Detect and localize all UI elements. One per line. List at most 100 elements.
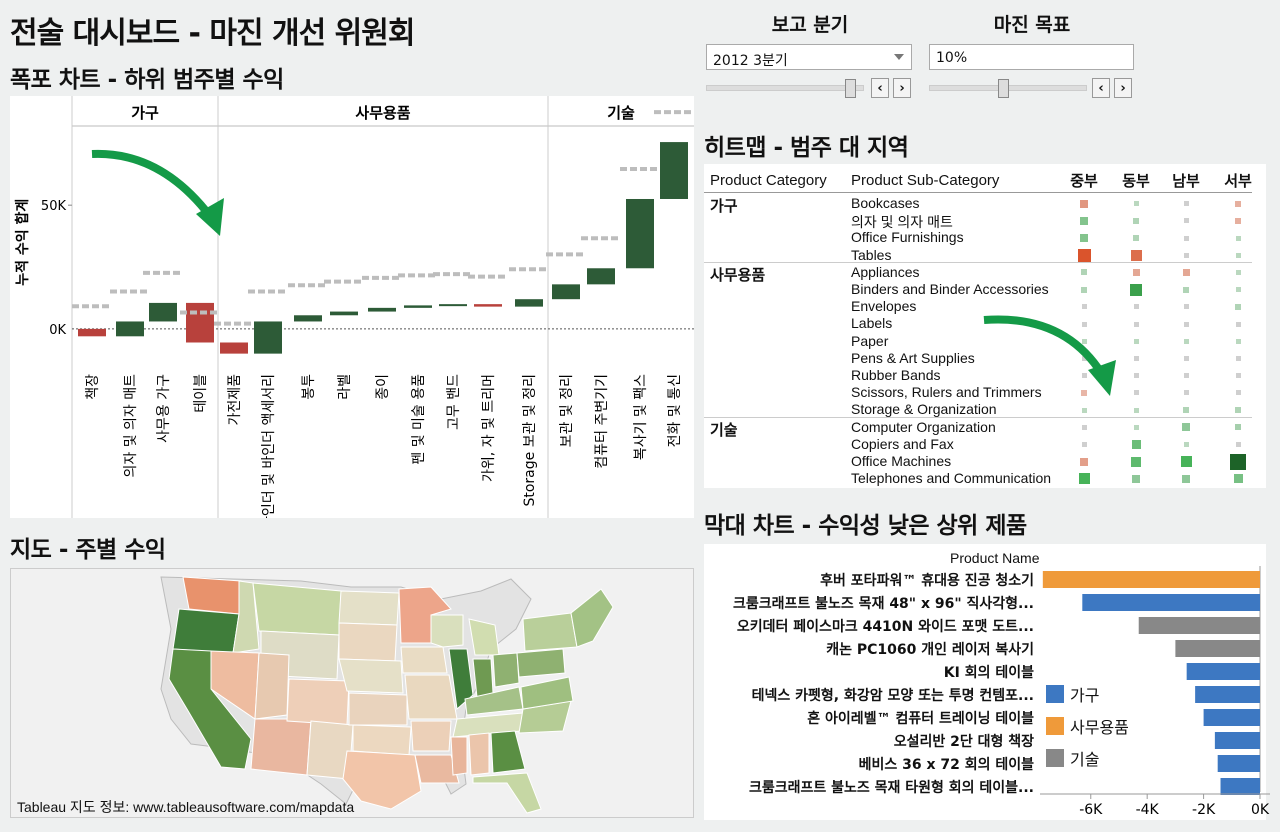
heatmap-cell[interactable]: [1081, 389, 1087, 396]
heatmap-cell[interactable]: [1235, 303, 1241, 310]
heatmap-cell[interactable]: [1132, 268, 1140, 276]
heatmap-cell[interactable]: [1081, 269, 1087, 276]
heatmap-cell[interactable]: [1180, 456, 1192, 468]
margin-next-button[interactable]: ›: [1114, 78, 1132, 98]
heatmap-cell[interactable]: [1131, 456, 1141, 467]
heatmap-cell[interactable]: [1133, 424, 1139, 430]
heatmap-cell[interactable]: [1235, 373, 1241, 379]
quarter-prev-button[interactable]: ‹: [871, 78, 889, 98]
heatmap-cell[interactable]: [1077, 248, 1091, 262]
heatmap-region-2: 남부: [1172, 172, 1200, 190]
heatmap-cell[interactable]: [1183, 304, 1189, 310]
state-arizona: [250, 718, 312, 776]
margin-slider-thumb[interactable]: [998, 79, 1009, 98]
heatmap-cell[interactable]: [1235, 390, 1241, 396]
margin-prev-button[interactable]: ‹: [1092, 78, 1110, 98]
heatmap-cell[interactable]: [1235, 321, 1241, 327]
heatmap-cell[interactable]: [1081, 338, 1087, 344]
heatmap-cell[interactable]: [1183, 355, 1189, 361]
heatmap-cell[interactable]: [1235, 252, 1241, 258]
heatmap-cell[interactable]: [1131, 439, 1141, 449]
state-colorado: [286, 678, 350, 726]
state-florida: [472, 772, 542, 814]
heatmap-cell[interactable]: [1233, 474, 1243, 484]
heatmap-cell[interactable]: [1183, 252, 1189, 258]
heatmap-cell[interactable]: [1080, 216, 1088, 225]
barchart-product-label: 테넥스 카펫형, 화강암 모양 또는 투명 컨템포...: [751, 688, 1034, 704]
heatmap-cell[interactable]: [1081, 373, 1087, 379]
heatmap-cell[interactable]: [1080, 457, 1088, 466]
waterfall-bar: [404, 305, 432, 308]
heatmap-cell[interactable]: [1183, 201, 1189, 207]
legend-item[interactable]: 가구: [1046, 682, 1129, 706]
heatmap-cell[interactable]: [1133, 201, 1139, 207]
heatmap-cell[interactable]: [1133, 355, 1139, 361]
quarter-dropdown[interactable]: 2012 3분기: [706, 44, 912, 70]
heatmap-cell[interactable]: [1235, 424, 1241, 431]
heatmap-cell[interactable]: [1182, 474, 1190, 483]
heatmap-cell[interactable]: [1235, 217, 1241, 224]
legend-item[interactable]: 기술: [1046, 746, 1129, 770]
quarter-slider-thumb[interactable]: [845, 79, 856, 98]
heatmap-cell[interactable]: [1183, 218, 1189, 224]
margin-label: 마진 목표: [993, 14, 1071, 36]
legend-swatch: [1046, 685, 1064, 703]
heatmap-cell[interactable]: [1183, 441, 1189, 447]
barchart-bar: [1138, 617, 1260, 634]
waterfall-category-label: 사무용 가구: [156, 374, 172, 443]
heatmap-cell[interactable]: [1182, 423, 1190, 432]
heatmap-cell[interactable]: [1130, 283, 1142, 296]
heatmap-cell[interactable]: [1080, 234, 1088, 242]
heatmap-cell[interactable]: [1080, 199, 1088, 208]
heatmap-cell[interactable]: [1183, 235, 1189, 241]
heatmap-cell[interactable]: [1133, 235, 1139, 241]
us-map[interactable]: [11, 569, 693, 817]
heatmap-cell[interactable]: [1235, 355, 1241, 361]
heatmap-cell[interactable]: [1235, 269, 1241, 275]
heatmap-cell[interactable]: [1133, 407, 1139, 413]
heatmap-cell[interactable]: [1133, 373, 1139, 379]
waterfall-bar: [294, 315, 322, 322]
heatmap-cell[interactable]: [1235, 287, 1241, 293]
heatmap-cell[interactable]: [1183, 373, 1189, 379]
margin-input[interactable]: 10%: [929, 44, 1134, 70]
legend-item[interactable]: 사무용품: [1046, 714, 1129, 738]
heatmap-cell[interactable]: [1183, 286, 1189, 293]
heatmap-cell[interactable]: [1081, 304, 1087, 310]
heatmap-cell[interactable]: [1081, 355, 1087, 361]
quarter-slider[interactable]: [706, 85, 864, 91]
quarter-next-button[interactable]: ›: [893, 78, 911, 98]
map-panel[interactable]: Tableau 지도 정보: www.tableausoftware.com/m…: [10, 568, 694, 818]
heatmap-cell[interactable]: [1235, 338, 1241, 344]
heatmap-cell[interactable]: [1183, 390, 1189, 396]
heatmap-cell[interactable]: [1081, 407, 1087, 413]
heatmap-cell[interactable]: [1133, 217, 1139, 224]
heatmap-cell[interactable]: [1133, 321, 1139, 327]
heatmap-cell[interactable]: [1235, 441, 1241, 447]
waterfall-category-label: 바인더 및 바인더 액세서리: [261, 374, 277, 518]
heatmap-cell[interactable]: [1081, 286, 1087, 293]
heatmap-cell[interactable]: [1183, 407, 1189, 413]
heatmap-cell[interactable]: [1182, 268, 1190, 276]
heatmap-cell[interactable]: [1078, 473, 1090, 485]
heatmap-cell[interactable]: [1081, 321, 1087, 327]
state-mississippi: [450, 736, 468, 776]
heatmap-cell[interactable]: [1132, 474, 1140, 483]
barchart-product-label: 크룸크래프트 불노즈 목재 48" x 96" 직사각형...: [733, 596, 1034, 612]
heatmap-cell[interactable]: [1235, 407, 1241, 413]
heatmap-cell[interactable]: [1130, 249, 1142, 261]
heatmap-cell[interactable]: [1230, 453, 1246, 470]
heatmap-cell[interactable]: [1133, 390, 1139, 396]
heatmap-cell[interactable]: [1133, 304, 1139, 310]
waterfall-category-label: 전화 및 통신: [667, 374, 683, 447]
heatmap-cell[interactable]: [1133, 338, 1139, 344]
waterfall-bar: [186, 302, 214, 343]
heatmap-cell[interactable]: [1183, 338, 1189, 344]
heatmap-cell[interactable]: [1183, 321, 1189, 327]
heatmap-cell[interactable]: [1235, 200, 1241, 207]
barchart-product-label: 크룸크래프트 불노즈 목재 타원형 회의 테이블...: [748, 780, 1034, 796]
heatmap-cell[interactable]: [1081, 424, 1087, 430]
map-title: 지도 - 주별 수익: [10, 537, 166, 563]
heatmap-cell[interactable]: [1235, 235, 1241, 241]
heatmap-cell[interactable]: [1081, 441, 1087, 447]
